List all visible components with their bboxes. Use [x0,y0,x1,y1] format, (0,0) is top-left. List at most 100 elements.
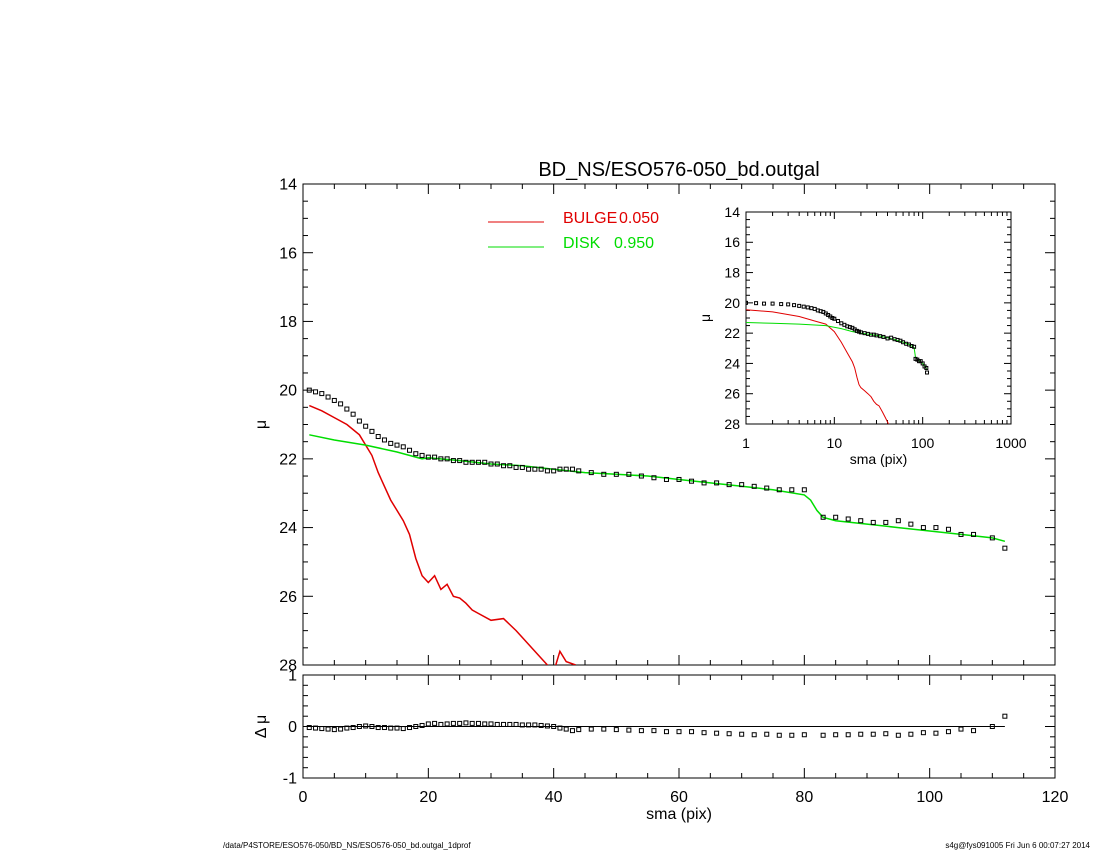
main-data-point [438,456,444,462]
residual-data-point [576,727,582,733]
main-data-point [432,454,438,460]
main-data-point [870,519,876,525]
main-data-point [576,468,582,474]
main-data-point [482,459,488,465]
residual-data-point [626,727,632,733]
main-data-point [776,487,782,493]
main-y-tick-label: 24 [279,520,297,537]
main-data-point [463,459,469,465]
main-data-point [444,456,450,462]
residual-data-point [400,726,406,732]
residual-data-point [331,727,337,733]
main-data-point [971,531,977,537]
main-data-point [845,516,851,522]
inset-data-point [832,316,837,321]
residual-y-tick-label: 0 [288,719,297,736]
main-data-point [569,466,575,472]
residual-data-point [701,730,707,736]
main-data-point [507,463,513,469]
inset-data-point [881,334,886,339]
main-data-point [369,428,375,434]
residual-data-point [726,731,732,737]
residual-data-point [971,728,977,734]
residual-data-point [883,731,889,737]
main-y-tick-label: 20 [279,383,297,400]
residual-data-point [689,729,695,735]
main-y-tick-label: 14 [279,177,297,194]
residual-data-point [601,726,607,732]
inset-data-point [754,301,759,306]
residual-data-point [494,721,500,727]
main-data-point [457,458,463,464]
main-data-point [739,482,745,488]
inset-y-tick-label: 24 [724,355,740,371]
inset-data-point [792,303,797,308]
residual-data-point [933,730,939,736]
main-data-point [613,471,619,477]
inset-x-tick-label: 10 [827,435,843,451]
main-data-point [331,397,337,403]
residual-data-point [319,726,325,732]
main-panel: 14 16 18 20 22 24 26 28 μ [253,177,1056,675]
main-data-point [958,531,964,537]
inset-panel: 1 10 100 1000 sma (pix) 14 16 18 20 22 24 26 28 μ [697,204,1027,467]
residual-data-point [920,730,926,736]
residual-data-point [363,723,369,729]
residual-data-point [1002,713,1008,719]
residual-data-point [457,720,463,726]
residual-y-axis-label: Δ μ [253,715,270,738]
residual-data-point [388,725,394,731]
main-y-tick-label: 16 [279,245,297,262]
main-data-point [701,480,707,486]
main-data-point [407,447,413,453]
inset-data-point [801,304,806,309]
residual-data-point [313,725,319,731]
residual-data-point [438,721,444,727]
inset-data-point [912,344,917,349]
legend-bulge-value: 0.050 [619,210,659,227]
main-data-point [726,482,732,488]
residual-data-point [538,722,544,728]
legend-disk-value: 0.950 [614,235,654,252]
inset-y-tick-label: 26 [724,386,740,402]
main-data-point [325,394,331,400]
residual-data-point [551,724,557,729]
residual-data-point [482,721,488,727]
residual-data-point [338,726,344,732]
residual-data-point [375,725,381,731]
inset-data-point [812,306,817,311]
residual-x-tick-label: 40 [545,789,563,806]
main-data-point [306,387,312,393]
inset-x-tick-label: 100 [911,435,935,451]
residual-data-point [344,725,350,731]
main-data-point [557,466,563,472]
inset-data-point [746,300,748,305]
inset-data-point [909,344,914,349]
legend-bulge-label: BULGE [563,210,617,227]
inset-data-point [835,319,840,324]
footer-timestamp: s4g@fys091005 Fri Jun 6 00:07:27 2014 [945,841,1090,850]
residual-data-point [895,732,901,738]
residual-data-point [544,723,550,729]
main-data-point [651,475,657,481]
residual-x-tick-label: 20 [419,789,437,806]
residual-data-point [501,721,507,727]
residual-data-point [663,729,669,735]
main-data-point [689,478,695,484]
inset-data-point [786,302,791,307]
main-data-point [563,466,569,472]
main-data-point [883,519,889,525]
residual-data-point [526,722,532,728]
residual-data-point [638,728,644,734]
main-data-point [676,476,682,482]
main-data-point [945,526,951,532]
main-data-point [488,461,494,467]
inset-y-axis-label: μ [697,314,713,322]
main-data-point [319,391,325,397]
inset-data-point [839,321,844,326]
residual-x-tick-label: 0 [299,789,308,806]
main-y-tick-label: 28 [279,658,297,675]
inset-y-tick-label: 16 [724,234,740,250]
inset-data-point [809,306,814,311]
main-data-point [388,440,394,446]
